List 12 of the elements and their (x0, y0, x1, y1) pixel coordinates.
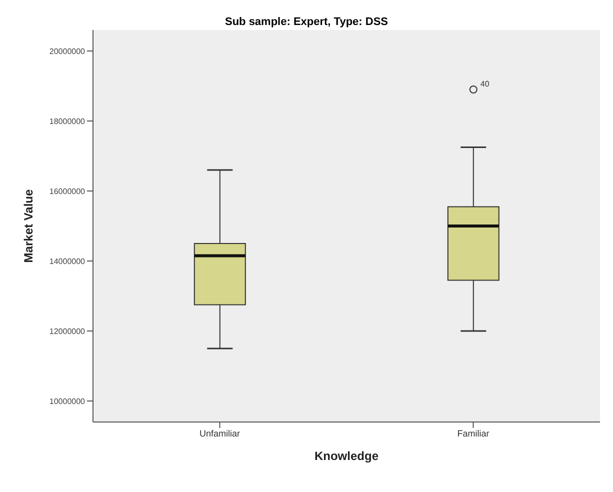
x-tick-label: Familiar (457, 428, 490, 438)
y-axis-title: Market Value (21, 188, 36, 263)
y-tick-label: 12000000 (49, 326, 86, 336)
y-tick-label: 16000000 (49, 186, 86, 196)
y-tick-label: 20000000 (49, 46, 86, 56)
x-tick-label: Unfamiliar (199, 428, 240, 438)
y-tick-label: 14000000 (49, 256, 86, 266)
annotation: 40 (480, 80, 490, 88)
x-axis-title: Knowledge (314, 449, 379, 463)
y-tick-label: 18000000 (49, 116, 86, 126)
chart-title: Sub sample: Expert, Type: DSS (224, 16, 389, 28)
y-tick-label: 10000000 (49, 396, 86, 406)
